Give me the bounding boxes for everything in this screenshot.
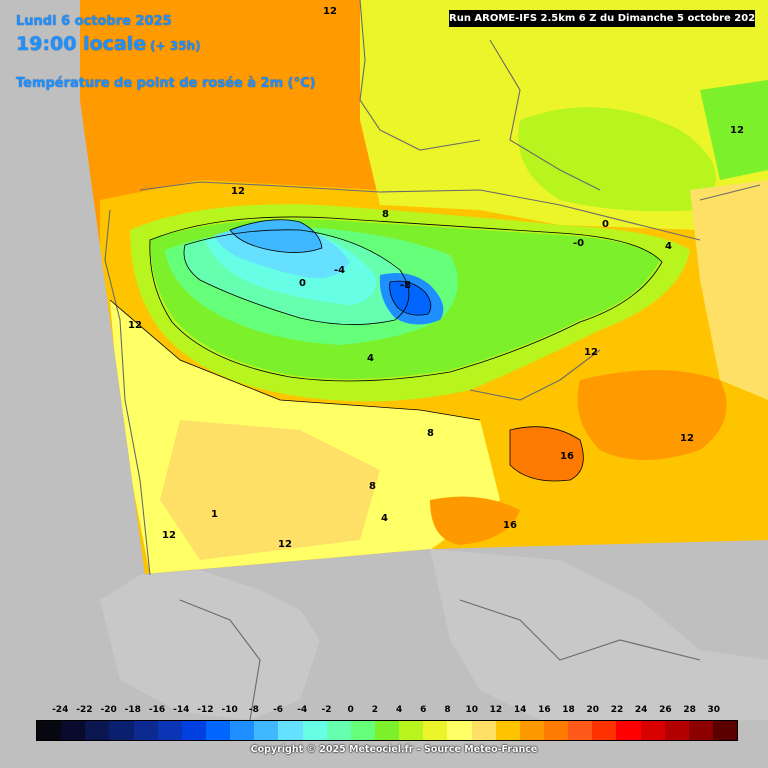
forecast-time: 19:00 locale (+ 35h): [16, 33, 201, 55]
legend-swatch: [109, 721, 134, 740]
legend-swatch: [350, 721, 375, 740]
contour-label: 8: [369, 481, 376, 492]
forecast-date: Lundi 6 octobre 2025: [16, 14, 172, 29]
legend-swatch: [664, 721, 689, 740]
legend-swatch: [543, 721, 569, 740]
legend-swatch: [85, 721, 110, 740]
legend-swatch: [447, 721, 472, 740]
legend-tick-label: -8: [248, 705, 259, 715]
legend-tick-label: 18: [562, 705, 575, 715]
contour-label: 16: [560, 451, 574, 462]
legend-swatch: [230, 721, 255, 740]
legend-swatch: [374, 721, 400, 740]
legend-tick-label: 0: [347, 705, 354, 715]
legend-swatch: [278, 721, 303, 740]
forecast-lead-time: (+ 35h): [150, 39, 201, 53]
land-outside: [100, 570, 320, 720]
legend-swatch: [254, 721, 279, 740]
copyright-text: Copyright © 2025 Meteociel.fr - Source M…: [250, 744, 538, 755]
legend-tick-label: 28: [683, 705, 696, 715]
parameter-title: Température de point de rosée à 2m (°C): [16, 76, 316, 91]
legend-swatch: [157, 721, 182, 740]
contour-label: 12: [323, 6, 337, 17]
legend-tick-label: -2: [321, 705, 332, 715]
contour-label: -8: [400, 280, 411, 291]
legend-tick-label: -12: [197, 705, 214, 715]
legend-tick-label: -6: [273, 705, 284, 715]
legend-swatch: [326, 721, 351, 740]
legend-swatch: [399, 721, 424, 740]
legend-swatch: [423, 721, 448, 740]
forecast-time-value: 19:00 locale: [16, 33, 147, 55]
contour-label: 12: [231, 186, 245, 197]
legend-tick-label: 14: [513, 705, 527, 715]
legend-tick-label: 16: [538, 705, 551, 715]
legend-tick-label: 2: [371, 705, 379, 715]
land-outside-east: [430, 549, 768, 720]
contour-label: 8: [427, 428, 434, 439]
legend-swatch: [61, 721, 86, 740]
legend-tick-label: 8: [444, 705, 451, 715]
legend-tick-label: 30: [707, 705, 721, 715]
contour-label: 12: [278, 539, 292, 550]
contour-label: 12: [584, 347, 598, 358]
contour-label: 8: [382, 209, 389, 220]
contour-label: -4: [334, 265, 345, 276]
legend-swatch: [712, 721, 738, 740]
border-lines: [104, 0, 761, 721]
legend-tick-label: -18: [124, 705, 141, 715]
contour-label: 0: [299, 278, 306, 289]
legend-swatch: [568, 721, 593, 740]
legend-swatch: [181, 721, 206, 740]
contour-lines: [109, 216, 663, 482]
legend-swatch: [688, 721, 713, 740]
color-legend: [36, 720, 738, 741]
legend-tick-label: 22: [610, 705, 624, 715]
legend-tick-label: -24: [52, 705, 69, 715]
legend-tick-label: 12: [489, 705, 503, 715]
contour-label: 12: [162, 530, 176, 541]
legend-tick-label: 24: [634, 705, 648, 715]
legend-tick-label: -14: [173, 705, 190, 715]
contour-label: 12: [128, 320, 142, 331]
contour-label: 0: [602, 219, 609, 230]
legend-swatch: [616, 721, 641, 740]
legend-tick-label: -22: [76, 705, 93, 715]
contour-label: 12: [680, 433, 694, 444]
legend-tick-label: -20: [100, 705, 117, 715]
legend-tick-labels: -24 -22 -20 -18 -16 -14 -12 -10 -8 -6 -4 -2 0 2 4 6 8 10 1…: [0, 705, 768, 719]
legend-tick-label: -10: [221, 705, 238, 715]
legend-swatch: [471, 721, 496, 740]
legend-swatch: [302, 721, 327, 740]
legend-swatch: [37, 721, 62, 740]
contour-label: 4: [381, 513, 388, 524]
contour-label: 16: [503, 520, 517, 531]
legend-tick-label: 20: [586, 705, 600, 715]
contour-label: 4: [665, 241, 672, 252]
legend-swatch: [592, 721, 617, 740]
legend-tick-label: 4: [395, 705, 403, 715]
legend-swatch: [133, 721, 158, 740]
legend-swatch: [495, 721, 520, 740]
contour-label: -0: [573, 238, 584, 249]
legend-tick-label: -16: [148, 705, 166, 715]
legend-tick-label: -4: [297, 705, 308, 715]
legend-swatch: [519, 721, 544, 740]
legend-swatch: [640, 721, 665, 740]
contour-label: 1: [211, 509, 218, 520]
legend-tick-label: 10: [465, 705, 478, 715]
legend-tick-label: 6: [420, 705, 427, 715]
run-info-box: Run AROME-IFS 2.5km 6 Z du Dimanche 5 oc…: [449, 10, 755, 27]
legend-tick-label: 26: [659, 705, 672, 715]
contour-label: 12: [730, 125, 744, 136]
legend-swatch: [205, 721, 231, 740]
contour-label: 4: [367, 353, 374, 364]
